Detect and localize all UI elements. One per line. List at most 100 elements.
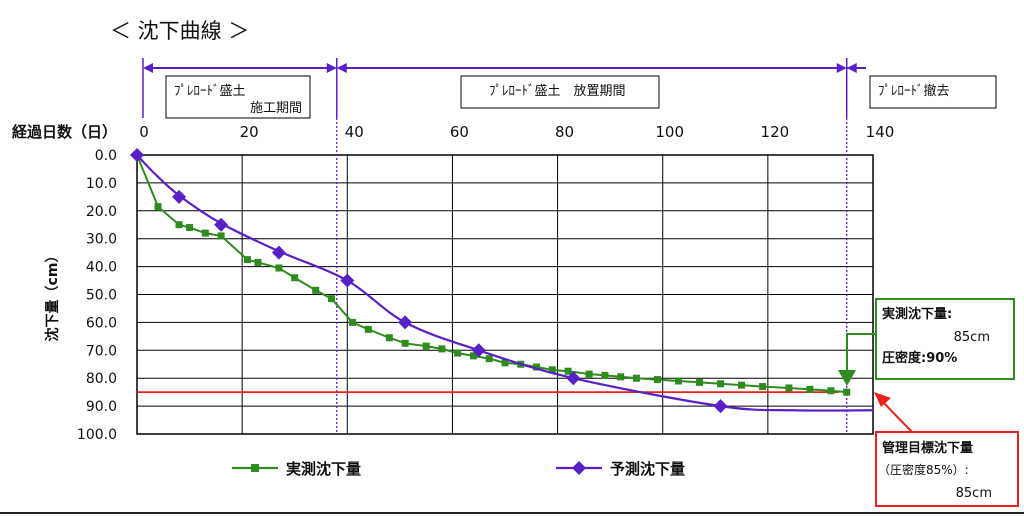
- data-point-measured: [601, 371, 609, 379]
- legend-label: 実測沈下量: [286, 460, 361, 478]
- target-connector: [880, 399, 913, 433]
- phase-arrow-head-right: [836, 63, 847, 73]
- data-point-predicted: [130, 148, 144, 162]
- measured-arrow-head: [838, 370, 856, 386]
- x-tick-label: 20: [240, 123, 259, 141]
- data-point-measured: [785, 384, 793, 392]
- y-tick-label: 50.0: [86, 288, 117, 304]
- data-point-measured: [312, 286, 320, 294]
- measured-annotation-box: [875, 298, 1015, 380]
- plot-frame: [136, 154, 874, 435]
- data-point-measured: [422, 342, 430, 350]
- x-tick-label: 60: [450, 123, 469, 141]
- series-line-measured: [136, 154, 847, 394]
- phase-arrow-head-right: [326, 63, 337, 73]
- y-tick-label: 100.0: [77, 427, 117, 443]
- data-point-predicted: [172, 189, 187, 204]
- legend: 実測沈下量 予測沈下量: [232, 460, 685, 478]
- data-point-measured: [617, 373, 625, 381]
- phase-arrow-head-left: [336, 63, 347, 73]
- x-tick-label: 100: [655, 123, 684, 141]
- data-point-measured: [533, 363, 541, 371]
- target-annotation-box: [875, 431, 1019, 507]
- data-point-measured: [738, 381, 746, 389]
- y-axis-label: 沈下量（cm）: [44, 249, 61, 342]
- data-point-measured: [385, 334, 393, 342]
- data-point-measured: [201, 229, 209, 237]
- data-point-measured: [717, 380, 725, 388]
- data-point-predicted: [471, 343, 486, 358]
- legend-marker-diamond: [572, 461, 586, 475]
- series-group: [130, 148, 874, 414]
- target-annotation-text: 85cm: [956, 486, 992, 501]
- data-point-measured: [275, 264, 283, 272]
- x-tick-labels: 0 20 40 60 80 100 120 140: [139, 123, 894, 141]
- x-tick-label: 140: [866, 123, 895, 141]
- target-annotation-text: 管理目標沈下量: [882, 440, 973, 456]
- data-point-measured: [843, 388, 851, 396]
- data-point-predicted: [713, 399, 728, 414]
- phase-label: ﾌﾟﾚﾛｰﾄﾞ盛土 放置期間: [489, 84, 626, 99]
- data-point-measured: [328, 295, 336, 303]
- data-point-measured: [696, 378, 704, 386]
- target-annotation-text: （圧密度85%）:: [878, 462, 969, 477]
- data-point-measured: [438, 345, 446, 353]
- data-point-measured: [186, 224, 194, 232]
- bottom-border: [0, 512, 1024, 514]
- data-point-measured: [401, 339, 409, 347]
- x-tick-label: 80: [555, 123, 574, 141]
- legend-label: 予測沈下量: [610, 460, 685, 478]
- data-point-measured: [364, 325, 372, 333]
- data-point-measured: [291, 274, 299, 282]
- x-tick-label: 0: [139, 123, 149, 141]
- data-point-measured: [759, 383, 767, 391]
- phase-arrow-head-left: [143, 63, 153, 73]
- y-tick-label: 90.0: [86, 399, 117, 415]
- data-point-predicted: [340, 273, 355, 288]
- phase-arrow-head-left: [846, 63, 857, 73]
- legend-marker-square: [251, 464, 259, 472]
- y-tick-label: 40.0: [86, 260, 117, 276]
- data-point-measured: [564, 367, 572, 375]
- x-tick-label: 120: [761, 123, 790, 141]
- phase-label-box: [460, 75, 660, 109]
- y-tick-label: 60.0: [86, 315, 117, 331]
- gridlines: [136, 154, 874, 435]
- x-axis-label: 経過日数（日）: [12, 123, 117, 141]
- data-point-measured: [806, 385, 814, 393]
- data-point-measured: [349, 318, 357, 326]
- data-point-measured: [175, 221, 183, 229]
- measured-annotation-text: 85cm: [954, 330, 990, 345]
- data-point-measured: [469, 352, 477, 360]
- measured-connector: [846, 333, 876, 372]
- data-point-measured: [243, 256, 251, 264]
- data-point-measured: [501, 359, 509, 367]
- data-point-measured: [548, 366, 556, 374]
- y-tick-labels: 0.0 10.0 20.0 30.0 40.0 50.0 60.0 70.0 80.0 90.0 1…: [77, 148, 117, 443]
- data-point-measured: [827, 387, 835, 395]
- measured-annotation-text: 圧密度:90%: [882, 350, 957, 366]
- data-point-predicted: [214, 217, 229, 232]
- data-point-predicted: [271, 245, 286, 260]
- data-point-measured: [632, 374, 640, 382]
- chart-title: ＜ 沈下曲線 ＞: [110, 19, 249, 43]
- data-point-predicted: [566, 371, 581, 386]
- y-tick-label: 80.0: [86, 371, 117, 387]
- target-arrow-head: [874, 392, 891, 407]
- data-point-measured: [485, 355, 493, 363]
- phase-label: 施工期間: [250, 101, 302, 116]
- y-tick-label: 30.0: [86, 232, 117, 248]
- data-point-measured: [585, 370, 593, 378]
- series-line-predicted: [136, 154, 874, 412]
- data-point-measured: [217, 232, 225, 240]
- data-point-measured: [653, 376, 661, 384]
- y-tick-label: 70.0: [86, 343, 117, 359]
- data-point-measured: [254, 258, 262, 266]
- data-point-measured: [154, 203, 162, 211]
- y-tick-label: 10.0: [86, 176, 117, 192]
- data-point-measured: [454, 349, 462, 357]
- measured-annotation-text: 実測沈下量:: [882, 306, 952, 322]
